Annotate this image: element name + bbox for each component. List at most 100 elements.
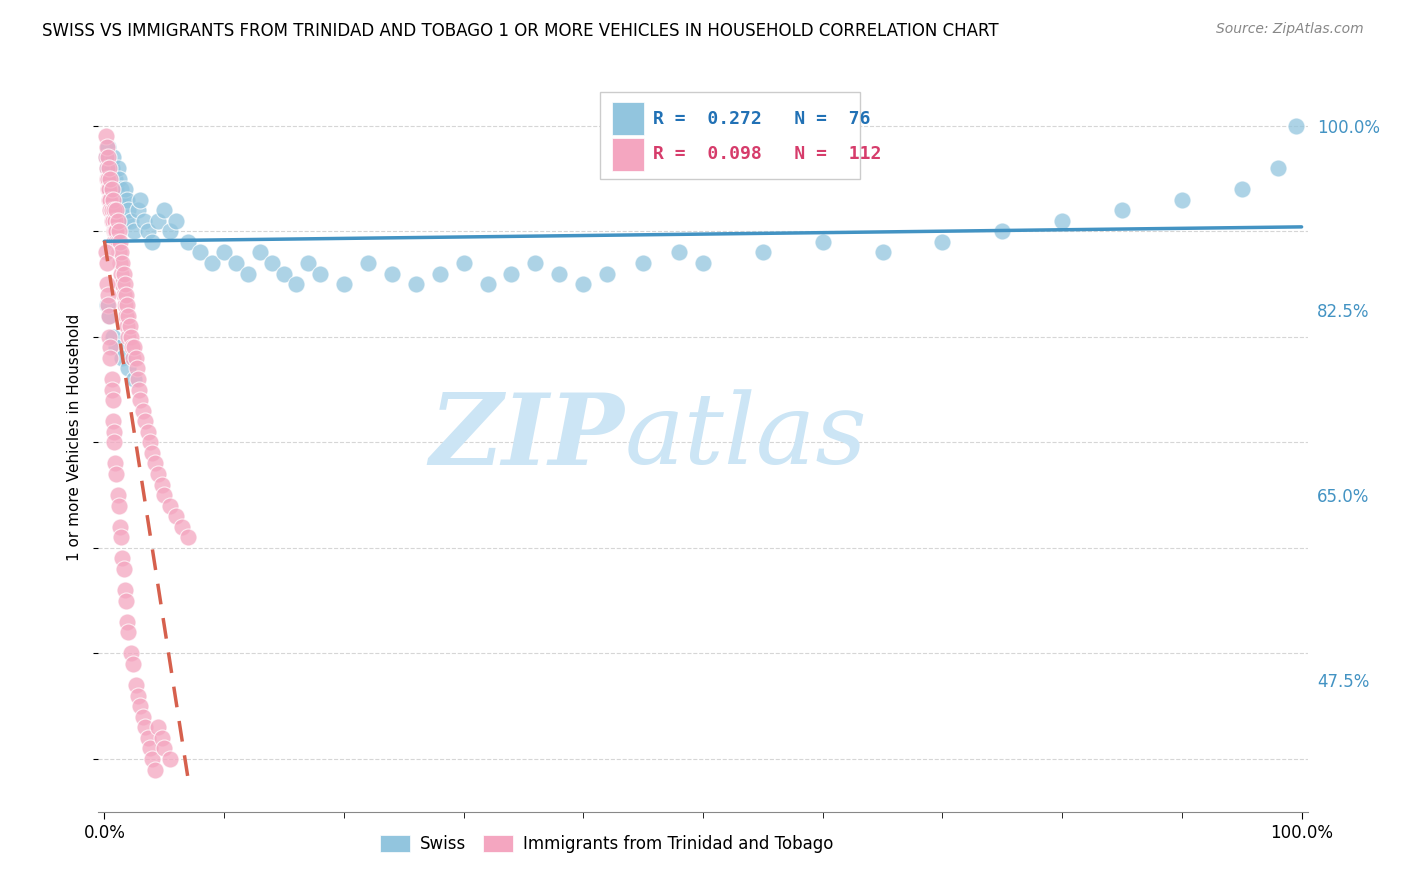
Point — [991, 224, 1014, 238]
Point — [101, 414, 124, 428]
Point — [110, 182, 132, 196]
Point — [111, 551, 134, 566]
Point — [931, 235, 953, 249]
Point — [596, 267, 619, 281]
Point — [124, 224, 146, 238]
Point — [100, 340, 122, 354]
Point — [100, 203, 122, 218]
Point — [188, 245, 211, 260]
Point — [129, 699, 152, 714]
Point — [111, 277, 134, 291]
Point — [100, 193, 122, 207]
Point — [97, 287, 120, 301]
Point — [148, 720, 170, 734]
Point — [115, 193, 138, 207]
Point — [872, 245, 894, 260]
Point — [107, 235, 129, 249]
Point — [97, 150, 120, 164]
Point — [114, 277, 136, 291]
Point — [108, 520, 131, 534]
Point — [134, 414, 156, 428]
Point — [132, 403, 155, 417]
Point — [107, 488, 129, 502]
Point — [117, 203, 139, 218]
Point — [159, 752, 181, 766]
Point — [524, 256, 547, 270]
Point — [122, 657, 145, 671]
Point — [143, 457, 166, 471]
Point — [333, 277, 356, 291]
Point — [105, 182, 128, 196]
Point — [107, 161, 129, 175]
FancyBboxPatch shape — [600, 93, 860, 178]
Point — [110, 245, 132, 260]
Point — [165, 509, 187, 524]
Point — [115, 213, 138, 227]
Point — [159, 224, 181, 238]
Point — [108, 256, 131, 270]
Point — [100, 351, 122, 365]
Point — [129, 393, 152, 408]
Point — [153, 741, 176, 756]
Point — [297, 256, 319, 270]
Point — [100, 213, 122, 227]
Point — [132, 710, 155, 724]
Point — [105, 203, 128, 218]
Point — [107, 224, 129, 238]
Point — [103, 235, 125, 249]
Point — [165, 213, 187, 227]
Point — [108, 193, 131, 207]
Point — [121, 340, 143, 354]
Point — [172, 520, 194, 534]
Text: R =  0.098   N =  112: R = 0.098 N = 112 — [654, 145, 882, 163]
Point — [129, 193, 152, 207]
Point — [115, 593, 138, 607]
Point — [101, 150, 124, 164]
Point — [631, 256, 654, 270]
Point — [100, 372, 122, 386]
Point — [104, 224, 127, 238]
FancyBboxPatch shape — [613, 138, 644, 171]
Point — [115, 319, 138, 334]
Point — [143, 763, 166, 777]
Point — [98, 182, 121, 196]
Point — [114, 298, 136, 312]
Point — [115, 287, 138, 301]
Y-axis label: 1 or more Vehicles in Household: 1 or more Vehicles in Household — [67, 313, 83, 561]
Point — [572, 277, 595, 291]
Point — [98, 161, 121, 175]
Point — [177, 235, 200, 249]
Point — [105, 467, 128, 481]
Point — [501, 267, 523, 281]
Point — [100, 182, 122, 196]
Point — [124, 678, 146, 692]
Point — [128, 383, 150, 397]
Point — [97, 140, 120, 154]
Point — [260, 256, 283, 270]
Point — [212, 245, 235, 260]
Point — [139, 435, 162, 450]
Point — [1050, 213, 1073, 227]
Point — [752, 245, 775, 260]
Point — [453, 256, 475, 270]
Point — [117, 309, 139, 323]
Point — [115, 309, 138, 323]
Point — [107, 245, 129, 260]
Point — [111, 203, 134, 218]
Point — [117, 361, 139, 376]
Point — [127, 689, 149, 703]
Point — [141, 235, 163, 249]
Point — [1111, 203, 1133, 218]
Point — [136, 425, 159, 439]
Point — [201, 256, 224, 270]
Point — [101, 330, 124, 344]
Point — [132, 213, 155, 227]
Legend: Swiss, Immigrants from Trinidad and Tobago: Swiss, Immigrants from Trinidad and Toba… — [373, 828, 839, 860]
Point — [103, 193, 125, 207]
Point — [96, 161, 118, 175]
Point — [692, 256, 714, 270]
Point — [96, 277, 118, 291]
Point — [98, 193, 121, 207]
Point — [112, 562, 135, 576]
Point — [98, 171, 121, 186]
